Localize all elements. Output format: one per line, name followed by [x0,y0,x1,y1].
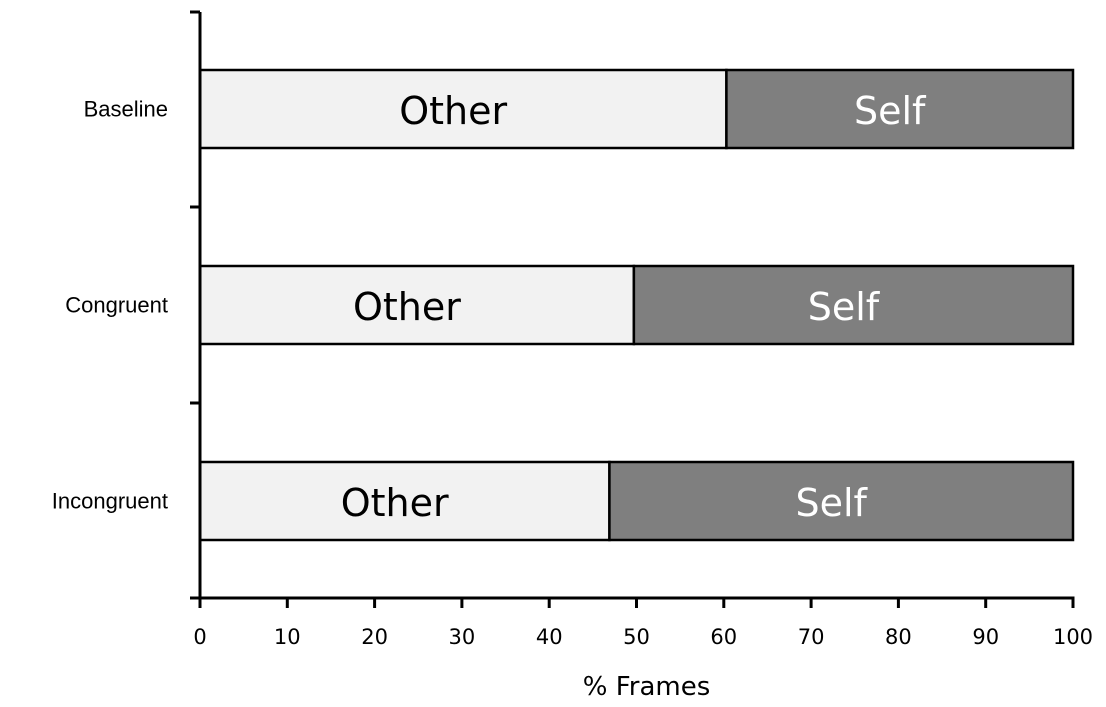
bar-segment-label: Other [353,285,461,329]
x-tick-label: 50 [623,625,650,649]
category-labels: Baseline Congruent Incongruent [52,97,168,514]
category-label: Incongruent [52,489,168,514]
bars-layer: Other Self Other Self Other Self [198,68,1075,542]
y-tick-marks [190,10,200,600]
x-tick-label: 90 [972,625,999,649]
bar-segment-label: Self [854,89,927,133]
x-tick-labels: 0 10 20 30 40 50 60 70 80 90 100 [193,625,1093,649]
x-tick-label: 60 [710,625,737,649]
bar-segment-label: Other [399,89,507,133]
bar-segment-self [608,460,1075,542]
bar-segment-other [198,264,636,346]
bar-segment-label: Self [808,285,881,329]
x-tick-label: 10 [274,625,301,649]
x-tick-marks [198,598,1075,608]
bar-segment-self [632,264,1075,346]
bar-segment-other [198,68,728,150]
bar-segment-self [725,68,1075,150]
category-label: Congruent [65,293,168,318]
bar-segment-label: Other [341,481,449,525]
bar-segment-other [198,460,611,542]
x-tick-label: 40 [536,625,563,649]
x-tick-label: 80 [885,625,912,649]
x-tick-label: 100 [1053,625,1093,649]
category-label: Baseline [84,97,168,122]
x-axis-title: % Frames [583,672,711,702]
bar-segment-label: Self [795,481,868,525]
x-tick-label: 30 [449,625,476,649]
x-tick-label: 0 [193,625,206,649]
x-tick-label: 70 [798,625,825,649]
x-tick-label: 20 [361,625,388,649]
